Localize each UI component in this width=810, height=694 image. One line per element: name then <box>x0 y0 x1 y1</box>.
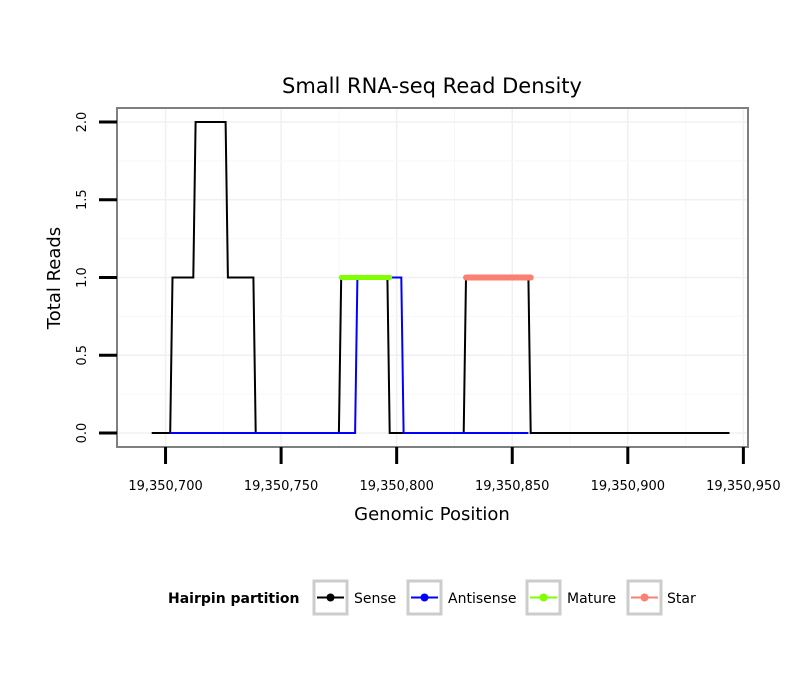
legend-item-sense: Sense <box>312 579 396 616</box>
legend-key-dot-star <box>640 593 649 602</box>
y-axis-title: Total Reads <box>44 227 65 330</box>
legend-label-antisense: Antisense <box>448 591 517 607</box>
x-axis-title: Genomic Position <box>354 504 510 525</box>
x-tick-label: 19,350,800 <box>359 479 433 494</box>
y-tick-label: 1.0 <box>75 267 90 288</box>
x-tick-label: 19,350,700 <box>128 479 202 494</box>
y-tick-label: 0.0 <box>75 423 90 444</box>
y-tick-label: 1.5 <box>75 189 90 210</box>
x-axis: 19,350,700 19,350,750 19,350,800 19,350,850… <box>128 447 781 494</box>
legend: Hairpin partition Sense Antisense Mature St… <box>168 579 696 616</box>
legend-item-star: Star <box>626 579 696 616</box>
legend-label-star: Star <box>667 591 696 607</box>
x-tick-label: 19,350,750 <box>244 479 318 494</box>
x-tick-label: 19,350,950 <box>706 479 780 494</box>
series-layer <box>151 121 730 434</box>
legend-title: Hairpin partition <box>168 591 299 607</box>
legend-key-dot-sense <box>326 593 335 602</box>
x-tick-label: 19,350,900 <box>591 479 665 494</box>
y-axis: 0.0 0.5 1.0 1.5 2.0 <box>75 112 117 444</box>
y-tick-label: 2.0 <box>75 112 90 133</box>
legend-item-mature: Mature <box>525 579 616 616</box>
legend-label-mature: Mature <box>567 591 616 607</box>
y-tick-label: 0.5 <box>75 345 90 366</box>
legend-label-sense: Sense <box>354 591 396 607</box>
legend-key-dot-mature <box>539 593 548 602</box>
legend-key-dot-antisense <box>420 593 429 602</box>
legend-item-antisense: Antisense <box>406 579 517 616</box>
x-tick-label: 19,350,850 <box>475 479 549 494</box>
chart-title: Small RNA-seq Read Density <box>282 74 582 98</box>
